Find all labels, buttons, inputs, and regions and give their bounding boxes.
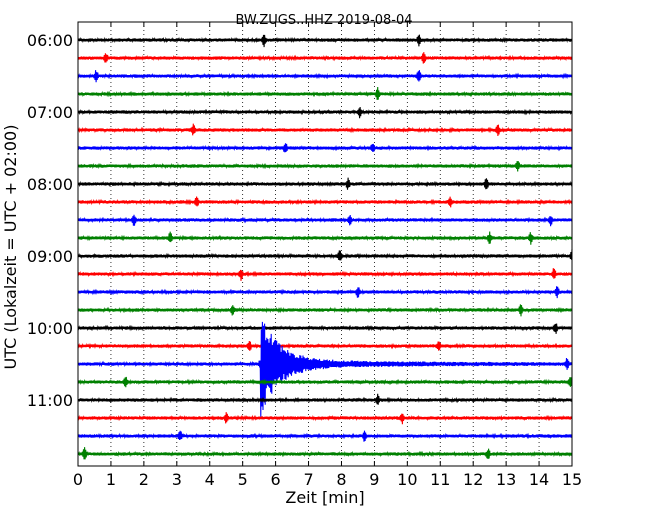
y-tick-label: 07:00 [27, 103, 73, 122]
trace-0645 [77, 86, 573, 100]
y-tick-label: 08:00 [27, 175, 73, 194]
trace-0630 [77, 70, 573, 83]
x-tick-label: 7 [303, 470, 313, 489]
trace-1100 [77, 393, 573, 405]
trace-1000 [77, 323, 573, 334]
trace-0745 [77, 161, 573, 172]
x-tick-label: 3 [172, 470, 182, 489]
y-tick-label: 11:00 [27, 391, 73, 410]
x-tick-label: 14 [529, 470, 549, 489]
trace-1030 [77, 321, 573, 418]
trace-0615 [77, 52, 573, 64]
trace-1130 [77, 430, 573, 442]
x-tick-label: 12 [463, 470, 483, 489]
trace-1145 [77, 447, 573, 460]
x-tick-label: 9 [369, 470, 379, 489]
x-tick-label: 4 [205, 470, 215, 489]
trace-0815 [77, 196, 573, 208]
trace-1015 [77, 340, 573, 351]
x-tick-label: 11 [430, 470, 450, 489]
trace-0915 [77, 268, 573, 281]
trace-0830 [77, 214, 573, 227]
x-tick-label: 10 [397, 470, 417, 489]
chart-title: BW.ZUGS..HHZ 2019-08-04 [235, 13, 412, 28]
trace-0945 [77, 304, 573, 317]
x-tick-label: 8 [336, 470, 346, 489]
trace-0730 [77, 143, 573, 153]
x-tick-label: 1 [106, 470, 116, 489]
plot-frame [77, 21, 573, 467]
trace-0700 [77, 106, 573, 119]
y-axis-label: UTC (Lokalzeit = UTC + 02:00) [1, 125, 20, 370]
x-axis: 0 1 2 3 4 5 6 7 8 9 10 11 12 13 14 15 [73, 22, 582, 489]
x-tick-label: 15 [562, 470, 582, 489]
x-axis-label: Zeit [min] [285, 488, 364, 507]
trace-0845 [77, 231, 573, 245]
trace-0930 [77, 286, 573, 299]
trace-0900 [77, 249, 573, 261]
y-axis: 06:00 07:00 08:00 09:00 10:00 11:00 [27, 31, 572, 410]
trace-1115 [77, 412, 573, 425]
x-tick-label: 13 [496, 470, 516, 489]
x-tick-label: 5 [238, 470, 248, 489]
y-tick-label: 06:00 [27, 31, 73, 50]
x-tick-label: 2 [139, 470, 149, 489]
trace-0715 [77, 123, 573, 137]
trace-1045 [77, 376, 573, 388]
x-tick-label: 0 [73, 470, 83, 489]
x-tick-label: 6 [271, 470, 281, 489]
traces-layer [77, 34, 573, 460]
y-tick-label: 10:00 [27, 319, 73, 338]
y-tick-label: 09:00 [27, 247, 73, 266]
trace-0800 [77, 177, 573, 190]
trace-0600 [77, 34, 573, 48]
